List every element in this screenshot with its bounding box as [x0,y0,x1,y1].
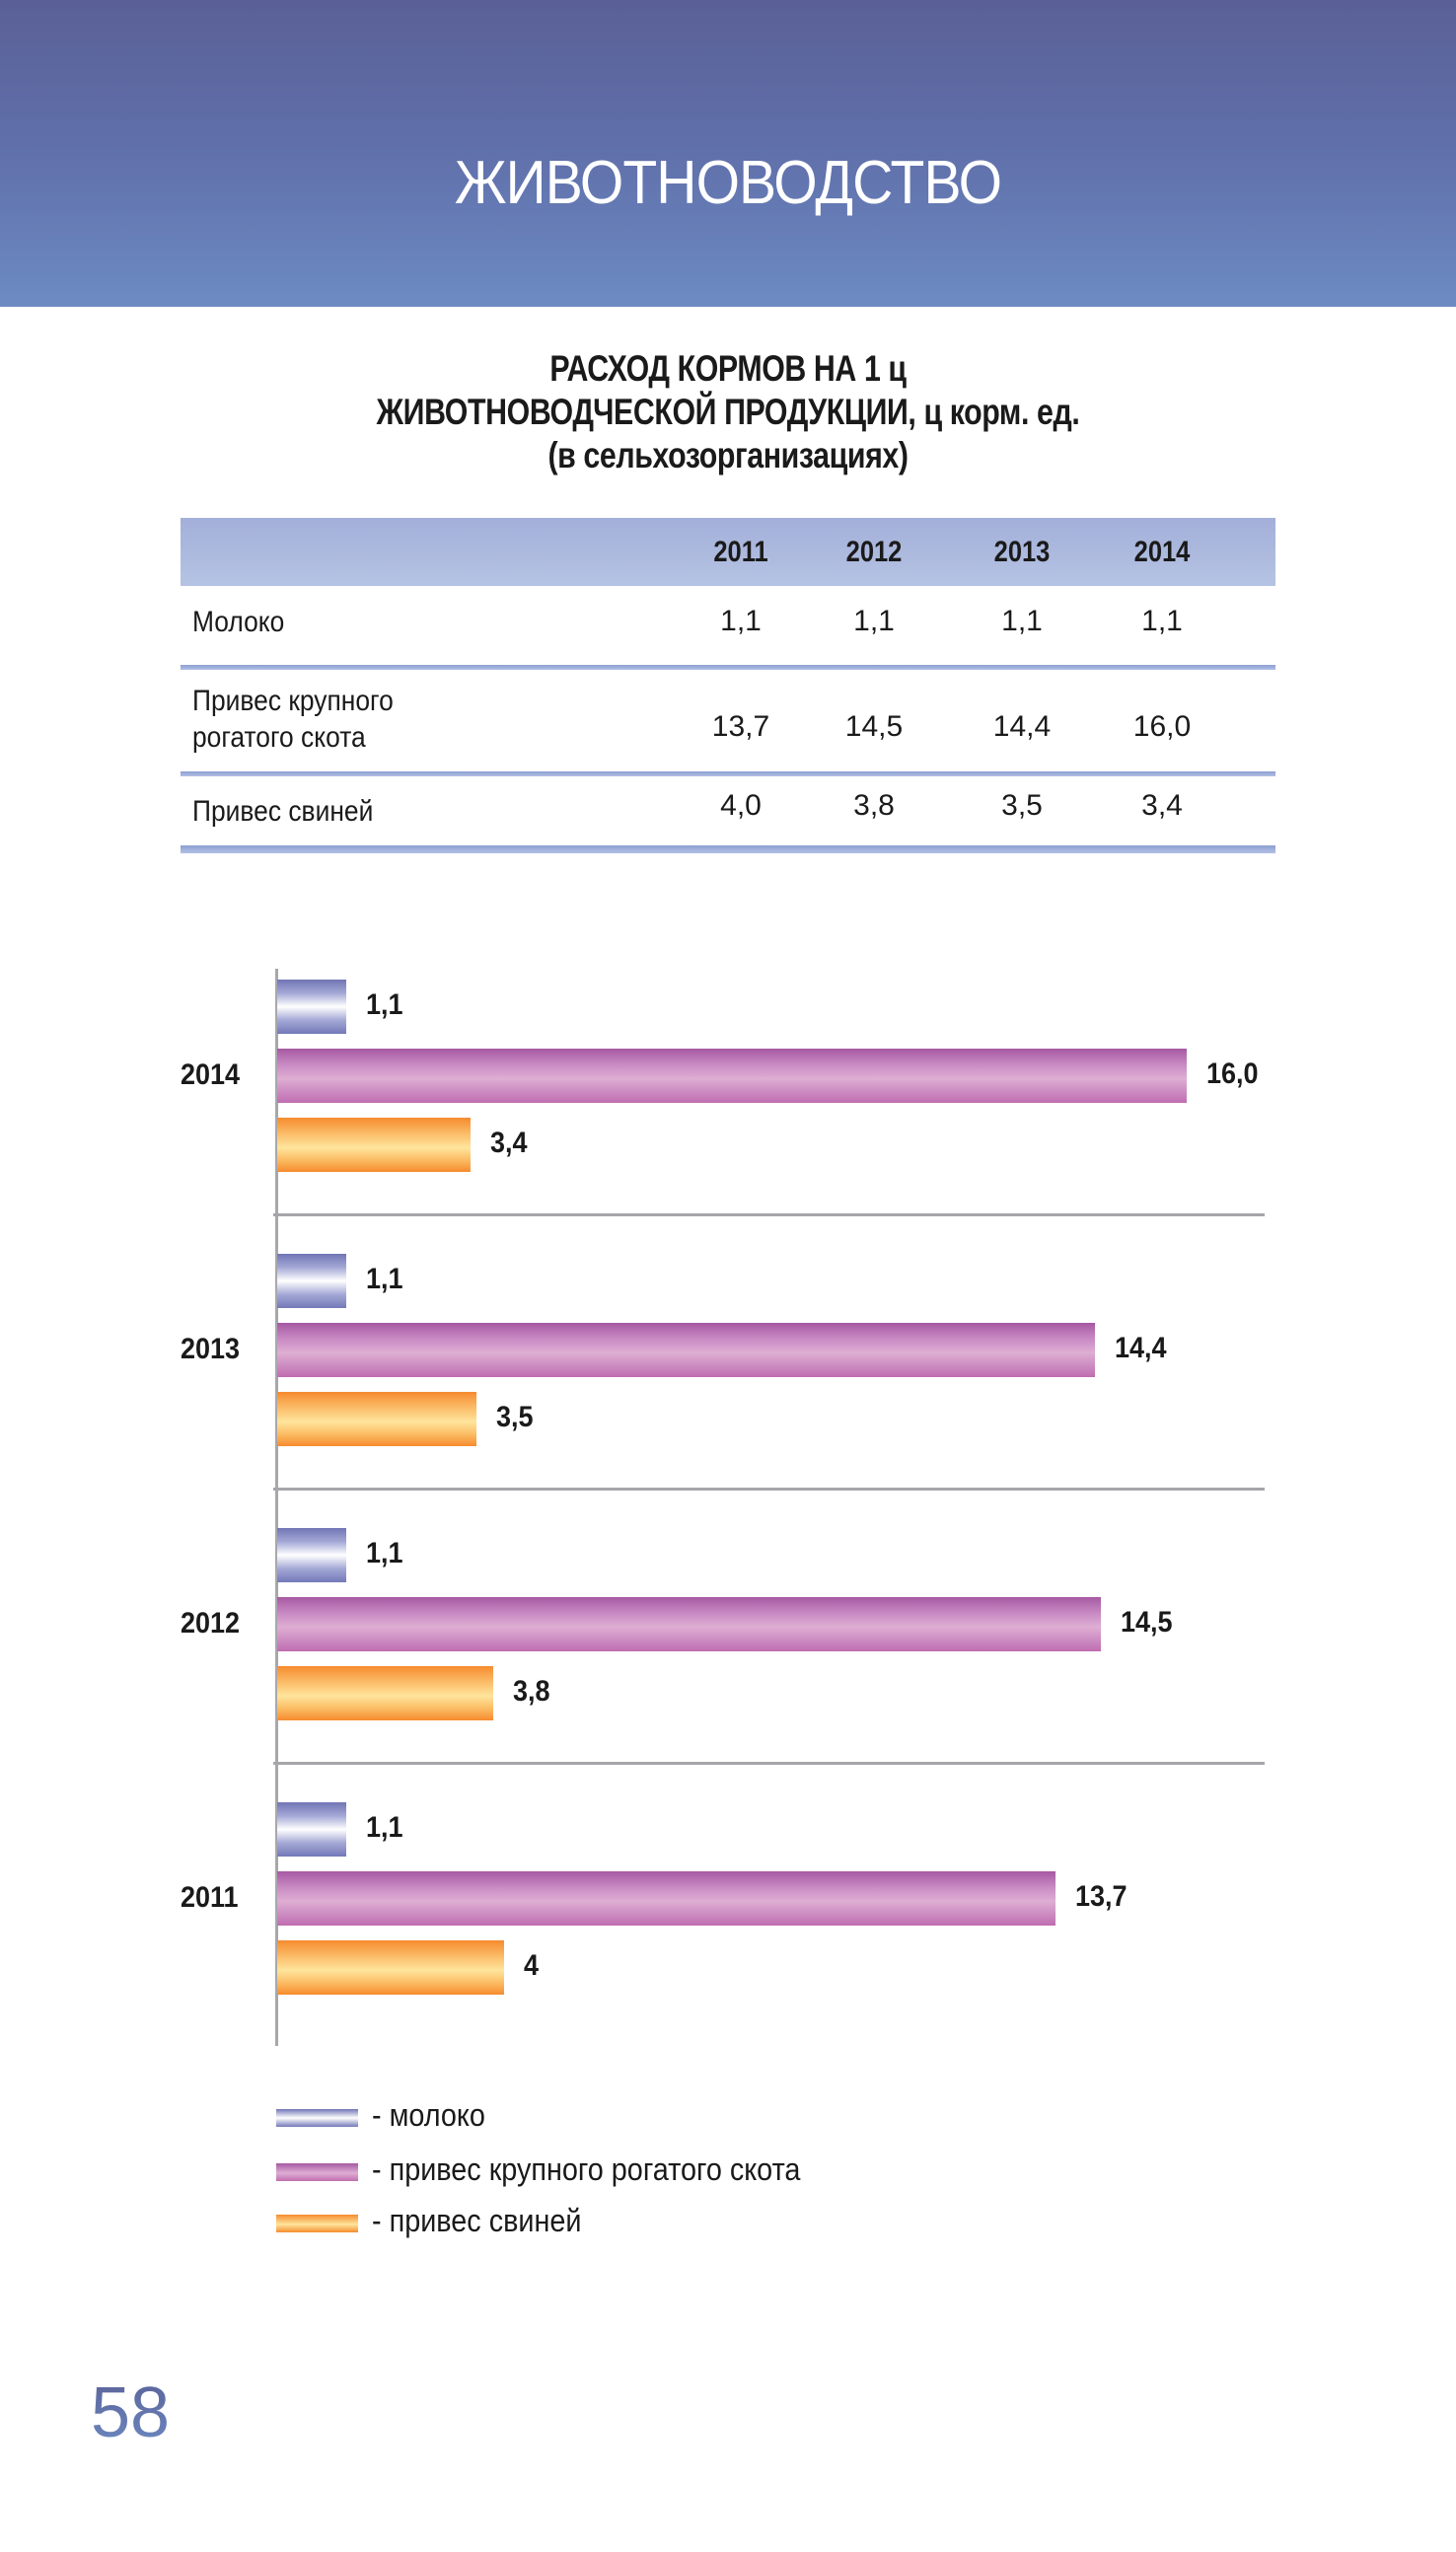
bar-pigs [277,1940,504,1995]
row-label: Молоко [192,606,285,638]
legend-label: - привес свиней [372,2203,582,2238]
bar-milk [277,1528,346,1582]
table-cell: 3,8 [853,789,895,822]
group-divider [273,1488,1265,1491]
row-divider [181,771,1275,776]
chart-title-line1: РАСХОД КОРМОВ НА 1 ц [549,348,907,389]
data-label: 1,1 [366,988,403,1021]
data-label: 16,0 [1206,1057,1259,1090]
data-label: 1,1 [366,1537,403,1569]
bar-cattle [277,1049,1187,1103]
table-cell: 3,4 [1141,789,1183,822]
row-label: Привес крупного [192,685,394,717]
group-divider [273,1762,1265,1765]
bar-cattle [277,1597,1101,1651]
data-label: 14,4 [1115,1332,1167,1364]
table-cell: 14,5 [844,710,904,743]
category-label: 2011 [181,1880,239,1914]
data-label: 1,1 [366,1263,403,1295]
row-label: Привес свиней [192,795,374,828]
data-label: 1,1 [366,1811,403,1844]
legend-swatch [276,2163,358,2181]
legend-label: - привес крупного рогатого скота [372,2151,801,2187]
chart-title-line3: (в сельхозорганизациях) [547,435,909,475]
page-number: 58 [91,2373,171,2452]
table-cell: 3,5 [1001,789,1043,822]
bar-pigs [277,1118,471,1172]
bar-cattle [277,1871,1056,1926]
category-label: 2012 [181,1606,241,1640]
bar-cattle [277,1323,1095,1377]
category-label: 2014 [181,1057,241,1091]
data-label: 3,4 [490,1127,528,1159]
table-cell: 13,7 [711,710,770,743]
table-cell: 14,4 [992,710,1052,743]
section-title: ЖИВОТНОВОДСТВО [454,149,1002,217]
table-cell: 1,1 [1141,605,1183,637]
table-bottom-border [181,845,1275,853]
data-label: 4 [524,1949,540,1982]
category-label: 2013 [181,1332,241,1365]
section-banner: ЖИВОТНОВОДСТВО [0,0,1456,307]
bar-milk [277,980,346,1034]
group-divider [273,1213,1265,1216]
data-label: 3,5 [496,1401,534,1433]
table-cell: 1,1 [720,605,762,637]
data-label: 3,8 [513,1675,550,1708]
category-axis [275,969,278,2046]
chart-title-line2: ЖИВОТНОВОДЧЕСКОЙ ПРОДУКЦИИ, ц корм. ед. [376,392,1080,432]
legend-label: - молоко [372,2097,485,2133]
bar-milk [277,1254,346,1308]
table-cell: 1,1 [1001,605,1043,637]
column-header: 2014 [1133,536,1191,568]
legend-swatch [276,2215,358,2232]
table-header: 2011 2012 2013 2014 [181,518,1275,586]
column-header: 2012 [845,536,903,568]
legend-swatch [276,2109,358,2127]
bar-pigs [277,1392,476,1446]
row-label: рогатого скота [192,721,366,754]
column-header: 2011 [713,536,768,568]
row-divider [181,665,1275,670]
chart-title: РАСХОД КОРМОВ НА 1 ц ЖИВОТНОВОДЧЕСКОЙ ПР… [131,347,1325,477]
table-cell: 1,1 [853,605,895,637]
data-label: 14,5 [1121,1606,1173,1639]
data-label: 13,7 [1075,1880,1128,1913]
bar-pigs [277,1666,493,1720]
bar-milk [277,1802,346,1857]
table-cell: 4,0 [720,789,762,822]
column-header: 2013 [993,536,1051,568]
table-cell: 16,0 [1132,710,1192,743]
